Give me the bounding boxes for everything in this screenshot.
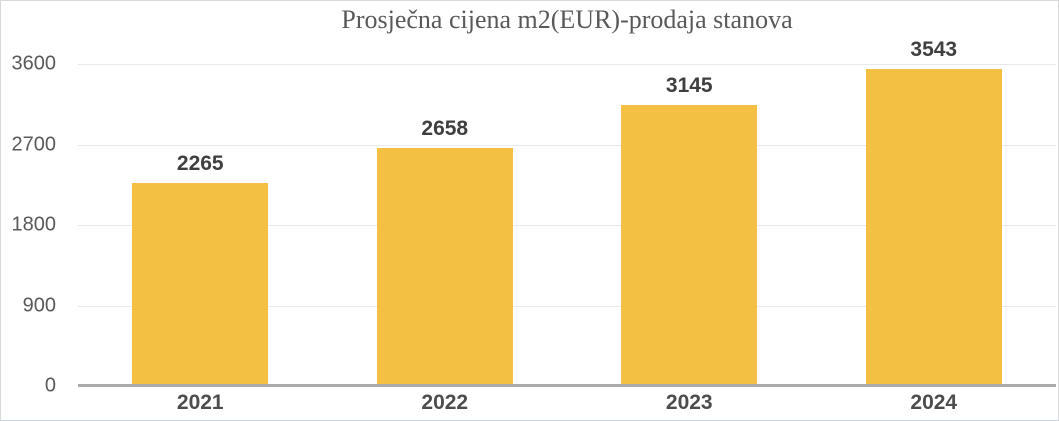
- y-axis-tick-label: 2700: [11, 133, 57, 155]
- bar-slot-2023: 3145: [567, 64, 812, 386]
- x-axis: 2021 2022 2023 2024: [78, 391, 1056, 415]
- y-axis-tick-label: 3600: [11, 52, 57, 75]
- bar-slot-2021: 2265: [78, 64, 323, 386]
- x-axis-category-label-2022: 2022: [421, 391, 469, 414]
- gridline-900: [78, 305, 1056, 307]
- gridline-3600: [78, 64, 1056, 65]
- bar-2021: [132, 183, 269, 386]
- y-axis-tick-label: 1800: [11, 213, 57, 236]
- x-axis-category-label-2023: 2023: [665, 391, 713, 414]
- bars-layer: 2265 2658 3145 3543: [78, 38, 1057, 386]
- plot-area: 2265 2658 3145 3543: [78, 38, 1057, 387]
- gridline-2700: [78, 144, 1056, 146]
- bar-value-label-2022: 2658: [421, 117, 469, 141]
- bar-slot-2022: 2658: [323, 64, 568, 386]
- bar-2023: [621, 104, 758, 386]
- bar-slot-2024: 3543: [812, 38, 1057, 386]
- x-axis-category-label-2021: 2021: [176, 391, 224, 414]
- bar-value-label-2021: 2265: [176, 152, 224, 176]
- y-axis-tick-label: 0: [44, 374, 56, 397]
- bar-value-label-2024: 3543: [910, 38, 958, 62]
- bar-2024: [865, 69, 1002, 386]
- y-axis-tick-label: 900: [22, 294, 56, 316]
- bar-2022: [376, 148, 513, 386]
- x-axis-category-label-2024: 2024: [910, 391, 958, 414]
- gridline-1800: [78, 225, 1056, 226]
- chart-title: Prosječna cijena m2(EUR)-prodaja stanova: [341, 5, 793, 34]
- bar-value-label-2023: 3145: [665, 73, 713, 97]
- x-axis-line: [78, 384, 1056, 387]
